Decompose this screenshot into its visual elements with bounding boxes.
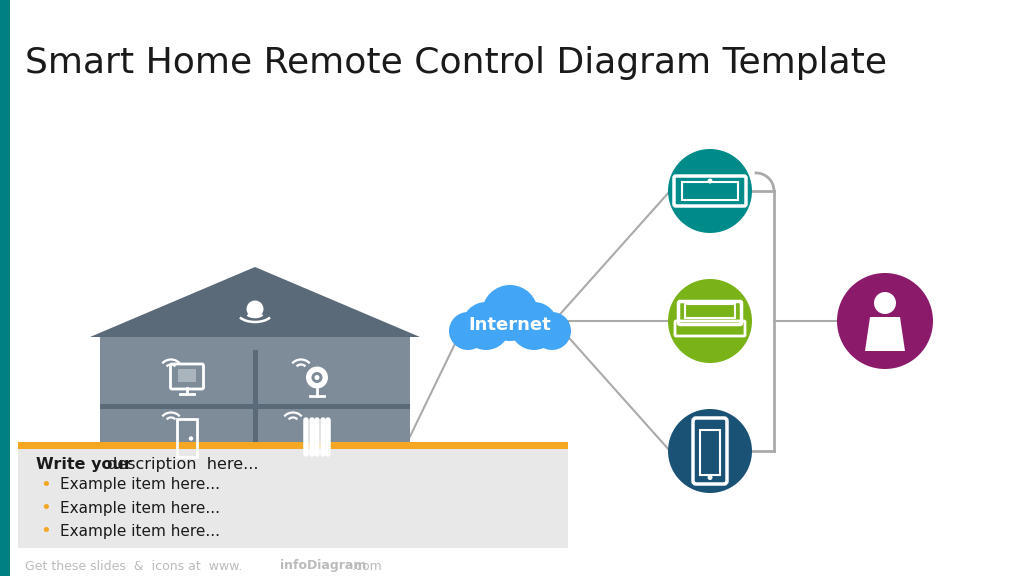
Polygon shape: [865, 317, 905, 351]
Circle shape: [874, 292, 896, 314]
Bar: [18, 449, 568, 548]
Circle shape: [247, 301, 263, 317]
Bar: [685, 304, 735, 318]
Circle shape: [311, 372, 323, 383]
Circle shape: [534, 312, 571, 350]
Circle shape: [837, 273, 933, 369]
Text: •: •: [40, 476, 51, 494]
Bar: [18, 442, 568, 449]
Polygon shape: [90, 267, 420, 337]
Bar: [253, 350, 257, 405]
Text: infoDiagram: infoDiagram: [280, 559, 367, 573]
Text: Example item here...: Example item here...: [60, 501, 220, 516]
Text: .com: .com: [352, 559, 383, 573]
Bar: [100, 335, 410, 350]
Bar: [682, 182, 738, 200]
Text: Example item here...: Example item here...: [60, 478, 220, 492]
Text: Example item here...: Example item here...: [60, 524, 220, 539]
Circle shape: [314, 375, 319, 380]
Bar: [0, 0, 10, 576]
Circle shape: [708, 179, 713, 184]
Text: Internet: Internet: [469, 316, 551, 334]
Bar: [100, 404, 410, 409]
Text: description  here...: description here...: [102, 457, 258, 472]
Bar: [100, 350, 410, 405]
Circle shape: [510, 302, 558, 350]
Circle shape: [668, 279, 752, 363]
Text: •: •: [40, 522, 51, 540]
Circle shape: [188, 436, 194, 441]
Bar: [95, 464, 415, 474]
Circle shape: [462, 302, 510, 350]
Text: Smart Home Remote Control Diagram Template: Smart Home Remote Control Diagram Templa…: [25, 46, 887, 80]
Text: Write your: Write your: [36, 457, 132, 472]
Circle shape: [306, 366, 328, 388]
Bar: [700, 430, 720, 475]
Circle shape: [668, 149, 752, 233]
Bar: [177, 419, 197, 457]
Bar: [253, 409, 257, 464]
Circle shape: [482, 285, 538, 341]
Bar: [100, 409, 410, 464]
Circle shape: [708, 475, 713, 480]
Bar: [178, 369, 196, 381]
Circle shape: [668, 409, 752, 493]
Text: Get these slides  &  icons at  www.: Get these slides & icons at www.: [25, 559, 243, 573]
Circle shape: [449, 312, 487, 350]
Text: •: •: [40, 499, 51, 517]
